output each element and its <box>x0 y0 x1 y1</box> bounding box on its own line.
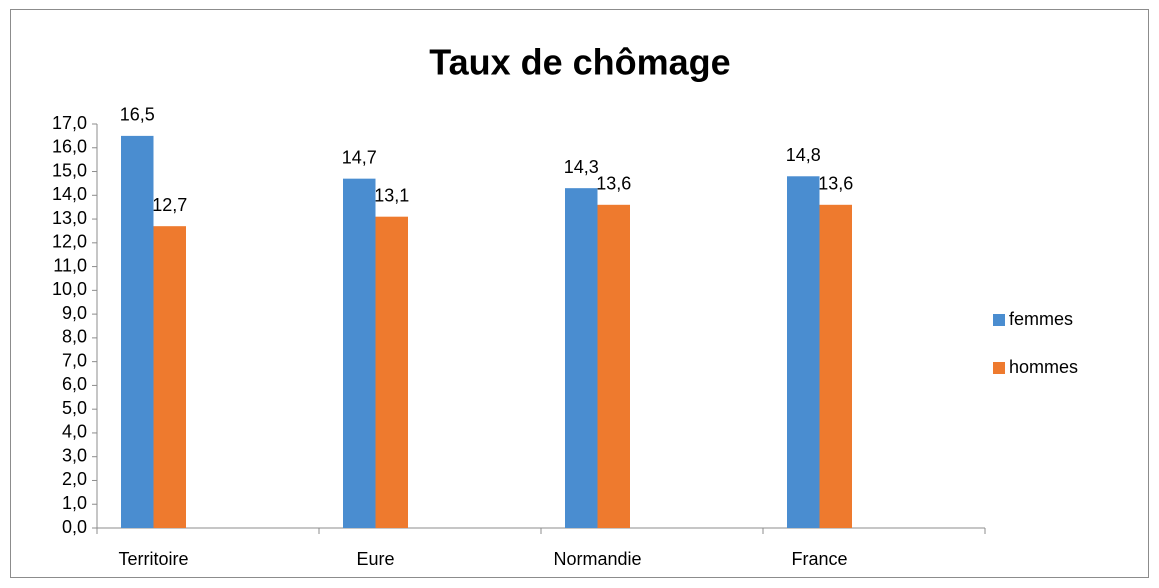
bar <box>121 135 154 528</box>
chart-title: Taux de chômage <box>429 42 730 83</box>
y-tick-label: 16,0 <box>52 137 87 157</box>
y-tick-label: 11,0 <box>53 255 87 275</box>
y-tick-label: 14,0 <box>52 184 87 204</box>
bar <box>565 188 598 528</box>
bar <box>375 216 408 528</box>
legend-label: hommes <box>1009 357 1078 377</box>
y-tick-label: 2,0 <box>62 469 87 489</box>
legend-label: femmes <box>1009 309 1073 329</box>
data-label: 14,7 <box>342 147 377 167</box>
y-tick-label: 13,0 <box>52 208 87 228</box>
y-tick-label: 1,0 <box>62 493 87 513</box>
y-tick-label: 17,0 <box>52 113 87 133</box>
y-tick-label: 5,0 <box>62 398 87 418</box>
y-tick-label: 10,0 <box>52 279 87 299</box>
y-tick-label: 7,0 <box>62 350 87 370</box>
data-label: 13,6 <box>596 174 631 194</box>
y-tick-label: 4,0 <box>62 422 87 442</box>
y-tick-label: 3,0 <box>62 445 87 465</box>
x-tick-label: France <box>791 549 847 569</box>
y-tick-label: 12,0 <box>52 232 87 252</box>
legend-swatch <box>993 314 1005 326</box>
x-tick-label: Eure <box>356 549 394 569</box>
bar <box>343 178 376 529</box>
data-label: 16,5 <box>120 105 155 125</box>
bar <box>153 226 186 528</box>
data-label: 14,3 <box>564 157 599 177</box>
legend-swatch <box>993 362 1005 374</box>
bar <box>597 204 630 529</box>
x-tick-label: Normandie <box>553 549 641 569</box>
y-tick-label: 15,0 <box>52 160 87 180</box>
y-tick-label: 6,0 <box>62 374 87 394</box>
data-label: 13,6 <box>818 174 853 194</box>
data-label: 14,8 <box>786 145 821 165</box>
data-label: 13,1 <box>374 185 409 205</box>
x-tick-label: Territoire <box>118 549 188 569</box>
bar <box>787 176 820 528</box>
bar <box>819 204 852 529</box>
y-tick-label: 0,0 <box>62 517 87 537</box>
y-tick-label: 8,0 <box>62 327 87 347</box>
data-label: 12,7 <box>152 195 187 215</box>
y-tick-label: 9,0 <box>62 303 87 323</box>
